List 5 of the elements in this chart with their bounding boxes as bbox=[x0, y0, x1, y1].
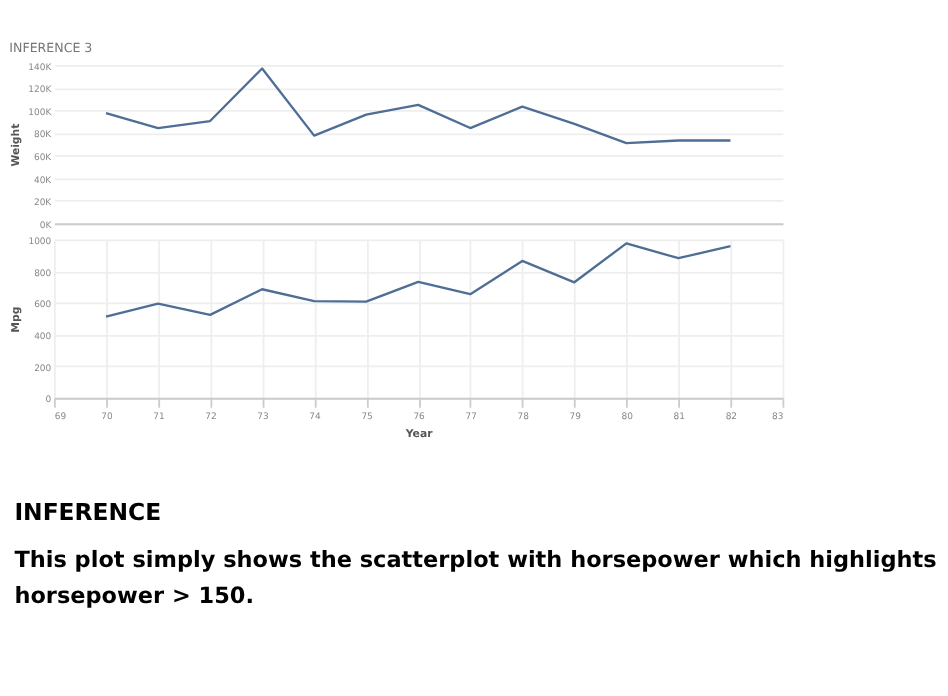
line-series bbox=[104, 67, 732, 145]
text: INFERENCE bbox=[14, 498, 162, 527]
text: This plot simply shows the scatterplot with horsepower which highlights bbox=[14, 546, 938, 573]
text: horsepower > 150. bbox=[14, 582, 255, 609]
line-series bbox=[104, 242, 732, 318]
